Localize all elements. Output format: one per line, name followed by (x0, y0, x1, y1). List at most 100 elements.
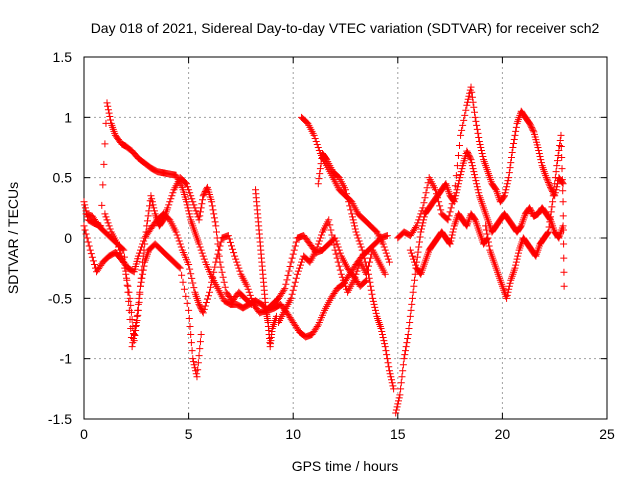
data-point-plus (471, 171, 479, 179)
data-point-plus (167, 195, 175, 203)
data-point-plus (469, 98, 477, 106)
data-point-plus (292, 274, 300, 282)
data-point-plus (133, 312, 141, 320)
data-point-plus (476, 140, 484, 148)
data-point-plus (446, 208, 454, 216)
data-point-plus (339, 276, 347, 284)
data-point-plus (417, 210, 425, 218)
data-point-plus (468, 93, 476, 101)
series-track-f (275, 216, 389, 326)
data-point-plus (146, 202, 154, 210)
data-point-plus (194, 359, 202, 367)
data-point-plus (244, 285, 252, 293)
data-point-plus (399, 367, 407, 375)
data-point-plus (183, 299, 191, 307)
data-point-plus (365, 262, 373, 270)
data-point-plus (558, 154, 566, 162)
data-point-plus (316, 234, 324, 242)
data-point-plus (356, 240, 364, 248)
data-point-plus (505, 174, 513, 182)
data-point-plus (164, 204, 172, 212)
data-point-plus (477, 144, 485, 151)
data-point-plus (218, 268, 226, 276)
data-point-plus (140, 237, 148, 245)
data-point-plus (209, 273, 217, 281)
data-point-plus (199, 252, 207, 260)
data-point-plus (225, 235, 233, 243)
data-point-plus (346, 202, 354, 210)
data-point-plus (543, 175, 551, 183)
data-point-plus (411, 276, 419, 284)
data-point-plus (193, 373, 201, 381)
data-point-plus (243, 282, 251, 290)
data-point-plus (517, 223, 525, 231)
x-tick-label: 10 (285, 426, 301, 442)
data-point-plus (474, 186, 482, 194)
data-point-plus (465, 92, 473, 100)
data-point-plus (559, 212, 567, 220)
data-point-plus (385, 363, 393, 371)
data-point-plus (467, 156, 475, 164)
data-point-plus (560, 240, 568, 248)
data-point-plus (501, 189, 509, 197)
data-point-plus (387, 373, 395, 381)
data-point-plus (185, 306, 193, 314)
data-point-plus (435, 198, 443, 206)
data-point-plus (149, 201, 157, 209)
data-point-plus (180, 285, 188, 293)
data-point-plus (503, 294, 511, 302)
data-point-plus (469, 165, 477, 173)
data-point-plus (231, 252, 239, 260)
data-point-plus (104, 219, 112, 227)
data-point-plus (416, 213, 424, 221)
data-point-plus (379, 240, 387, 248)
data-point-plus (448, 200, 456, 208)
data-point-plus (407, 249, 415, 257)
data-point-plus (400, 355, 408, 363)
data-point-plus (126, 294, 134, 302)
data-point-plus (414, 248, 422, 256)
data-point-plus (186, 265, 194, 273)
data-point-plus (332, 237, 340, 245)
data-point-plus (80, 198, 88, 206)
data-point-plus (200, 255, 208, 263)
data-point-plus (404, 331, 412, 339)
data-point-plus (416, 233, 424, 241)
data-point-plus (395, 394, 403, 402)
data-point-plus (473, 183, 481, 191)
series-track-g (392, 147, 567, 417)
data-point-plus (208, 278, 216, 286)
data-point-plus (90, 261, 98, 269)
data-point-plus (179, 278, 187, 286)
data-point-plus (195, 352, 203, 360)
data-point-plus (234, 261, 242, 269)
data-point-plus (417, 228, 425, 236)
data-point-plus (381, 340, 389, 348)
data-point-plus (421, 194, 429, 202)
series-track-j (406, 210, 492, 278)
data-point-plus (312, 246, 320, 254)
grid (84, 57, 607, 419)
data-point-plus (128, 343, 136, 351)
data-point-plus (472, 117, 480, 125)
data-point-plus (444, 216, 452, 224)
data-point-plus (280, 286, 288, 294)
data-point-plus (475, 189, 483, 197)
data-point-plus (101, 140, 109, 148)
data-point-plus (394, 400, 402, 408)
y-tick-label: -1 (60, 351, 73, 367)
data-point-plus (208, 198, 216, 206)
data-point-plus (367, 254, 375, 262)
data-point-plus (314, 240, 322, 248)
data-point-plus (198, 249, 206, 257)
data-point-plus (103, 99, 111, 107)
data-point-plus (247, 294, 255, 302)
x-tick-label: 0 (80, 426, 88, 442)
data-point-plus (289, 286, 297, 294)
x-tick-label: 15 (390, 426, 406, 442)
data-point-plus (219, 273, 227, 281)
x-tick-label: 25 (599, 426, 615, 442)
data-point-plus (140, 262, 148, 270)
data-point-plus (403, 339, 411, 347)
data-point-plus (192, 370, 200, 378)
